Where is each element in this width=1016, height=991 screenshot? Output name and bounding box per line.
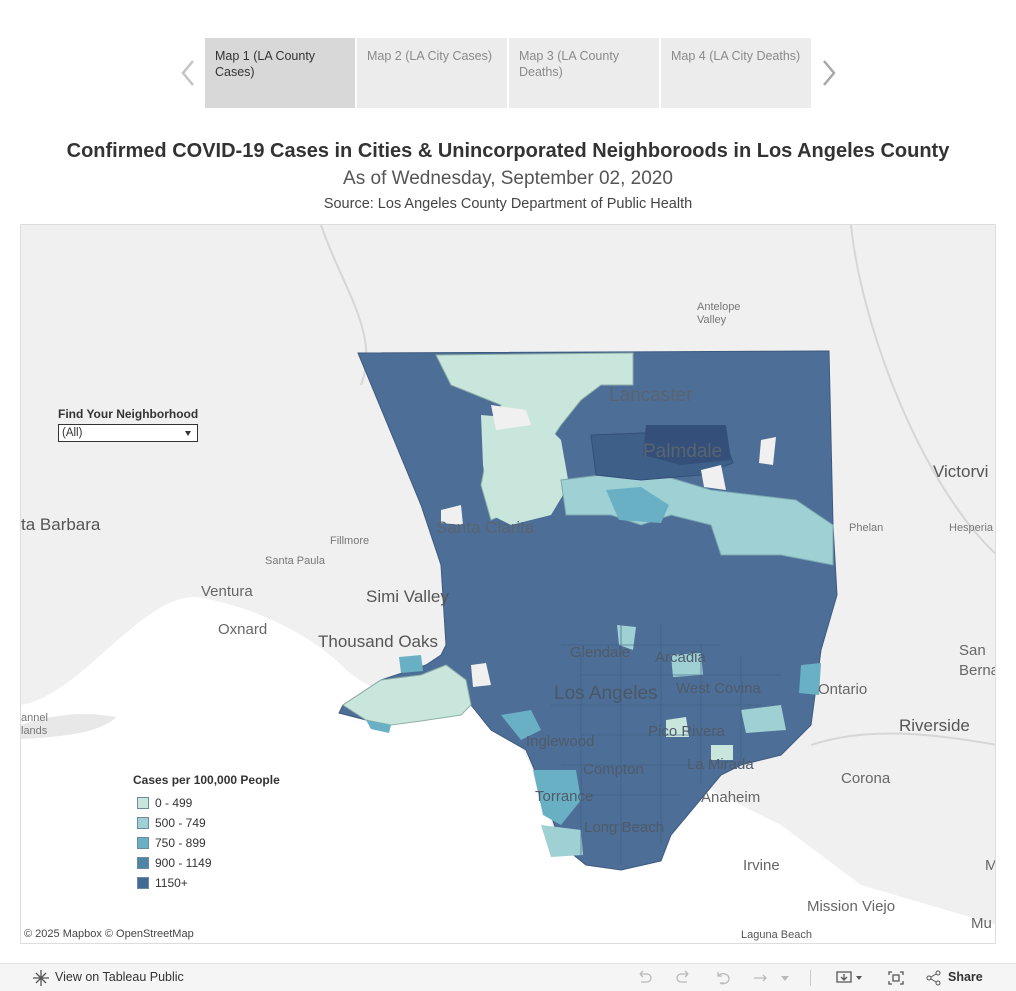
tab-map-1[interactable]: Map 1 (LA County Cases) [205, 38, 355, 108]
bottom-toolbar: View on Tableau Public Share [0, 963, 1016, 991]
legend-swatch [137, 857, 149, 869]
place-irvine: Irvine [743, 857, 780, 874]
view-on-tableau-public-link[interactable]: View on Tableau Public [55, 970, 184, 984]
place-channel-islands: annel lands [21, 712, 48, 737]
place-m: M [985, 857, 995, 874]
place-victorville: Victorvi [933, 462, 989, 481]
undo-icon[interactable] [635, 970, 653, 986]
tableau-logo-icon [32, 969, 50, 986]
legend-label: 900 - 1149 [155, 856, 212, 870]
place-ventura: Ventura [201, 583, 253, 600]
fullscreen-icon[interactable] [887, 970, 905, 986]
map-legend: Cases per 100,000 People 0 - 499 500 - 7… [133, 773, 280, 893]
legend-label: 500 - 749 [155, 816, 206, 830]
legend-label: 0 - 499 [155, 796, 193, 810]
place-west-covina: West Covina [676, 680, 761, 697]
place-arcadia: Arcadia [655, 649, 706, 666]
place-fillmore: Fillmore [330, 535, 370, 547]
toolbar-divider [810, 970, 811, 986]
map-attribution: © 2025 Mapbox © OpenStreetMap [24, 928, 194, 940]
place-mu: Mu [971, 915, 992, 932]
tab-map-3[interactable]: Map 3 (LA County Deaths) [509, 38, 659, 108]
filter-label: Find Your Neighborhood [58, 407, 199, 421]
place-compton: Compton [583, 761, 644, 778]
legend-label: 750 - 899 [155, 836, 206, 850]
legend-item: 500 - 749 [133, 813, 280, 833]
redo-icon[interactable] [675, 970, 693, 986]
legend-title: Cases per 100,000 People [133, 773, 280, 787]
place-antelope-valley: Antelope Valley [697, 301, 741, 326]
place-la-mirada: La Mirada [687, 756, 754, 773]
legend-swatch [137, 837, 149, 849]
filter-value: (All) [62, 427, 83, 439]
legend-swatch [137, 797, 149, 809]
place-los-angeles: Los Angeles [554, 683, 658, 704]
page-title: Confirmed COVID-19 Cases in Cities & Uni… [66, 140, 950, 162]
covid-map[interactable]: Antelope Valley Lancaster Palmdale Victo… [20, 224, 996, 944]
legend-item: 1150+ [133, 873, 280, 893]
legend-swatch [137, 817, 149, 829]
place-hesperia: Hesperia [949, 522, 994, 534]
next-story-point-button[interactable] [819, 58, 839, 88]
place-san-bernardino: San Bernard [959, 642, 995, 679]
legend-swatch [137, 877, 149, 889]
place-phelan: Phelan [849, 522, 884, 534]
chevron-left-icon [181, 60, 194, 86]
tab-map-2[interactable]: Map 2 (LA City Cases) [357, 38, 507, 108]
place-oxnard: Oxnard [218, 621, 268, 638]
place-inglewood: Inglewood [526, 733, 595, 750]
neighborhood-select[interactable]: (All) [58, 424, 198, 442]
place-anaheim: Anaheim [701, 789, 761, 806]
revert-icon[interactable] [714, 970, 732, 986]
place-simi-valley: Simi Valley [366, 587, 449, 606]
source-note: Source: Los Angeles County Department of… [323, 196, 693, 212]
place-lancaster: Lancaster [609, 385, 693, 406]
place-santa-clarita: Santa Clarita [436, 518, 535, 537]
share-icon[interactable] [925, 970, 943, 986]
legend-item: 750 - 899 [133, 833, 280, 853]
place-corona: Corona [841, 770, 891, 787]
place-laguna-beach: Laguna Beach [741, 929, 812, 941]
refresh-icon[interactable] [752, 970, 770, 986]
place-long-beach: Long Beach [584, 819, 665, 836]
place-ontario: Ontario [818, 681, 868, 698]
date-subtitle: As of Wednesday, September 02, 2020 [343, 168, 673, 189]
place-santa-paula: Santa Paula [265, 555, 325, 567]
chevron-right-icon [823, 60, 836, 86]
prev-story-point-button[interactable] [178, 58, 198, 88]
place-pico-rivera: Pico Rivera [648, 723, 725, 740]
caret-down-icon [185, 431, 191, 436]
neighborhood-filter: Find Your Neighborhood (All) [58, 407, 200, 442]
legend-item: 0 - 499 [133, 793, 280, 813]
place-palmdale: Palmdale [643, 441, 723, 462]
place-glendale: Glendale [570, 644, 631, 661]
share-button[interactable]: Share [948, 970, 983, 984]
legend-item: 900 - 1149 [133, 853, 280, 873]
place-mission-viejo: Mission Viejo [807, 898, 896, 915]
legend-label: 1150+ [155, 876, 188, 890]
tab-map-4[interactable]: Map 4 (LA City Deaths) [661, 38, 811, 108]
place-riverside: Riverside [899, 716, 970, 735]
download-icon[interactable] [835, 970, 865, 986]
place-torrance: Torrance [535, 788, 594, 805]
map-canvas [21, 225, 995, 943]
place-thousand-oaks: Thousand Oaks [318, 632, 439, 651]
place-santa-barbara: ta Barbara [21, 515, 101, 534]
refresh-dropdown-icon[interactable] [779, 970, 791, 986]
